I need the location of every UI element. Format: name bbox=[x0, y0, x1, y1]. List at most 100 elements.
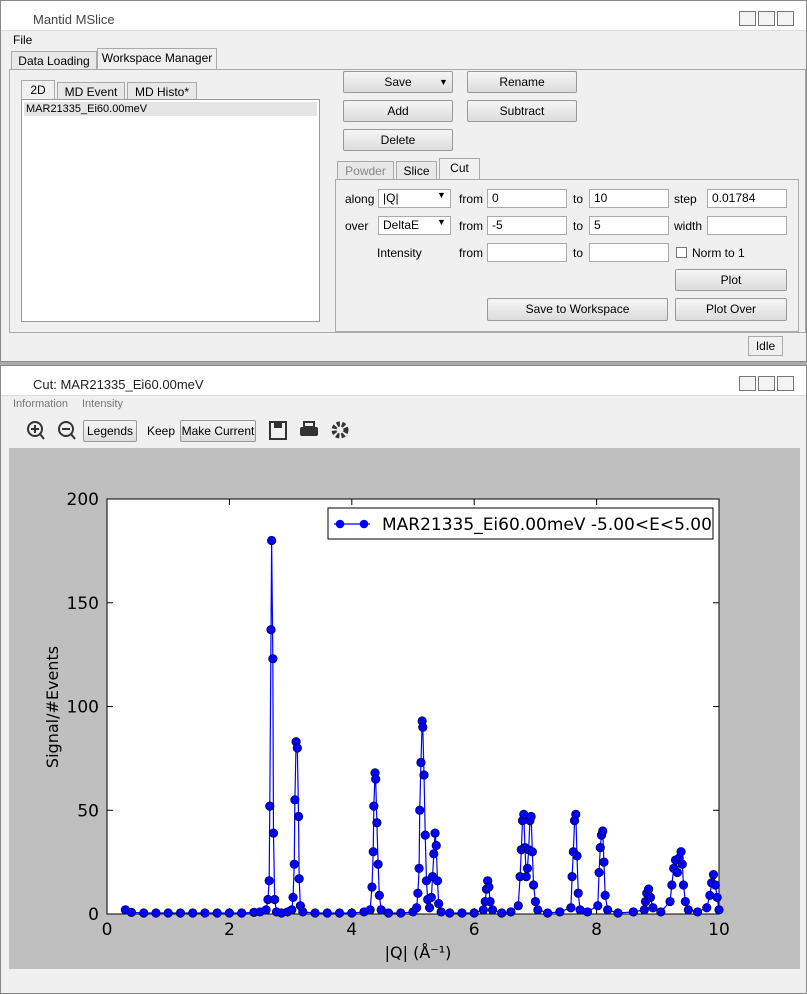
tab-active[interactable]: 2D bbox=[21, 80, 55, 99]
combo-box[interactable]: DeltaE bbox=[378, 216, 451, 235]
menu-item[interactable]: Intensity bbox=[82, 398, 123, 410]
x-tick-label: 8 bbox=[591, 920, 602, 940]
point bbox=[310, 908, 320, 918]
dropdown-arrow: ▼ bbox=[437, 190, 446, 200]
button[interactable]: Plot Over bbox=[675, 298, 787, 321]
point bbox=[714, 905, 724, 915]
button[interactable]: Delete bbox=[343, 129, 453, 151]
point bbox=[571, 809, 581, 820]
point bbox=[288, 892, 298, 903]
menu-item[interactable]: File bbox=[13, 33, 33, 47]
button[interactable]: Add bbox=[343, 100, 453, 122]
label: width bbox=[674, 219, 703, 233]
label: from bbox=[459, 192, 483, 206]
point bbox=[593, 901, 603, 911]
x-axis-label: |Q| (Å⁻¹) bbox=[385, 943, 452, 962]
tab[interactable]: MD Histo* bbox=[127, 82, 197, 99]
tab[interactable]: Slice bbox=[396, 161, 437, 180]
point bbox=[322, 908, 332, 918]
maximize[interactable] bbox=[758, 376, 775, 391]
point bbox=[287, 905, 297, 915]
point bbox=[266, 625, 276, 635]
point bbox=[530, 896, 541, 907]
point bbox=[365, 905, 375, 915]
point bbox=[347, 908, 357, 918]
tab-active[interactable]: Cut bbox=[439, 158, 480, 180]
x-tick-label: 6 bbox=[469, 920, 480, 940]
button[interactable]: Plot bbox=[675, 269, 787, 291]
point bbox=[426, 892, 436, 903]
point bbox=[678, 880, 689, 890]
point bbox=[188, 908, 198, 918]
window-title: Mantid MSlice bbox=[33, 12, 115, 27]
checkbox[interactable] bbox=[676, 247, 687, 258]
tab[interactable]: MD Event bbox=[57, 82, 125, 99]
text-input[interactable]: 0.01784 bbox=[707, 189, 787, 208]
combo-box[interactable]: |Q| bbox=[378, 189, 451, 208]
button[interactable]: Save bbox=[343, 71, 453, 93]
point bbox=[294, 874, 304, 884]
point bbox=[293, 811, 304, 822]
point bbox=[598, 826, 608, 836]
text-input[interactable]: 5 bbox=[589, 216, 669, 235]
point bbox=[429, 849, 439, 859]
label: step bbox=[674, 192, 697, 206]
minimize[interactable] bbox=[739, 11, 756, 26]
menu-item[interactable]: Information bbox=[13, 398, 69, 410]
close[interactable] bbox=[777, 11, 794, 26]
toolbar-button[interactable]: Make Current bbox=[180, 420, 256, 442]
toolbar-button[interactable]: Legends bbox=[83, 420, 137, 442]
point bbox=[224, 908, 234, 918]
text-input[interactable] bbox=[487, 243, 567, 262]
text-input[interactable]: 0 bbox=[487, 189, 567, 208]
legend-marker bbox=[335, 519, 345, 529]
point bbox=[672, 867, 682, 878]
text-input[interactable] bbox=[589, 243, 669, 262]
point bbox=[644, 884, 654, 894]
point bbox=[264, 876, 274, 886]
x-tick-label: 4 bbox=[346, 920, 357, 940]
label: to bbox=[573, 192, 584, 206]
minimize[interactable] bbox=[739, 376, 756, 391]
point bbox=[594, 867, 604, 878]
point bbox=[396, 908, 406, 918]
text-input[interactable]: -5 bbox=[487, 216, 567, 235]
point bbox=[418, 722, 428, 732]
point bbox=[680, 896, 690, 907]
point bbox=[151, 908, 161, 918]
button[interactable]: Subtract bbox=[467, 100, 577, 122]
legend bbox=[327, 507, 714, 540]
point bbox=[431, 840, 441, 851]
point bbox=[527, 847, 537, 857]
point bbox=[367, 882, 377, 892]
dropdown-arrow: ▼ bbox=[439, 77, 448, 87]
point bbox=[513, 901, 523, 911]
workspace-item[interactable]: MAR21335_Ei60.00meV bbox=[24, 102, 317, 116]
point bbox=[572, 851, 582, 861]
point bbox=[424, 903, 435, 913]
point bbox=[212, 908, 222, 918]
label: to bbox=[573, 219, 584, 233]
tab[interactable]: Powder bbox=[337, 161, 394, 180]
tab[interactable]: Data Loading bbox=[11, 51, 97, 70]
plot-area bbox=[106, 498, 720, 915]
tab-active[interactable]: Workspace Manager bbox=[97, 48, 217, 70]
toolbar-icons bbox=[27, 421, 349, 440]
point bbox=[603, 905, 613, 915]
maximize[interactable] bbox=[758, 11, 775, 26]
text-input[interactable]: 10 bbox=[589, 189, 669, 208]
y-tick-label: 200 bbox=[67, 490, 99, 510]
close[interactable] bbox=[777, 376, 794, 391]
point bbox=[543, 908, 553, 918]
point bbox=[298, 907, 308, 917]
label: from bbox=[459, 219, 483, 233]
window-title: Cut: MAR21335_Ei60.00meV bbox=[33, 377, 204, 392]
text-input[interactable] bbox=[707, 216, 787, 235]
button[interactable]: Save to Workspace bbox=[487, 298, 668, 321]
button[interactable]: Rename bbox=[467, 71, 577, 93]
point bbox=[139, 908, 149, 918]
title-bar bbox=[1, 1, 806, 31]
point bbox=[126, 907, 137, 917]
point bbox=[484, 882, 494, 892]
toolbar-button[interactable]: Keep bbox=[147, 424, 176, 438]
